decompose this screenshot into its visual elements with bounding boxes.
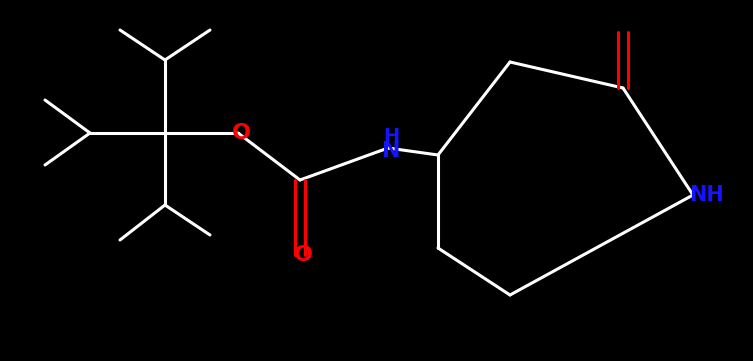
Text: N: N — [382, 141, 401, 161]
Text: O: O — [294, 245, 312, 265]
Text: H: H — [383, 126, 399, 145]
Text: O: O — [231, 123, 251, 143]
Text: NH: NH — [690, 185, 724, 205]
